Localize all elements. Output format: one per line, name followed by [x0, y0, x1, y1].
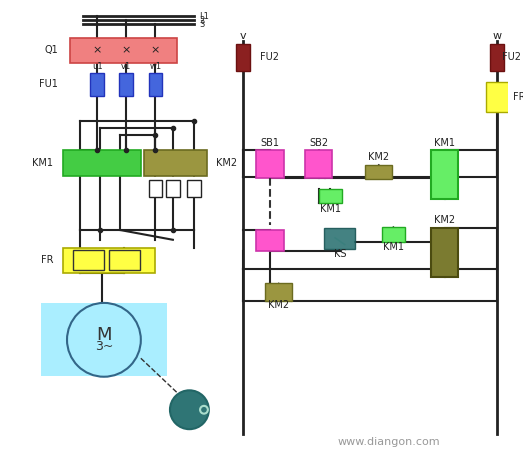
Text: L1: L1 [199, 12, 209, 21]
Bar [256, 151, 283, 178]
Bar [382, 227, 405, 242]
Bar [63, 247, 155, 273]
Bar [486, 82, 509, 112]
Text: KM2: KM2 [368, 152, 389, 162]
Bar [144, 151, 207, 176]
Text: u1: u1 [92, 62, 103, 72]
Text: FU2: FU2 [502, 52, 521, 62]
Text: v1: v1 [121, 62, 131, 72]
Bar [324, 228, 356, 250]
Text: FU2: FU2 [260, 52, 279, 62]
Text: 3~: 3~ [95, 340, 113, 353]
Text: FU1: FU1 [39, 80, 58, 89]
Bar [491, 44, 504, 71]
Bar [166, 179, 180, 197]
Bar [431, 151, 459, 199]
Text: KM2: KM2 [215, 158, 237, 168]
Bar [70, 38, 177, 63]
Bar [41, 303, 167, 376]
Text: v: v [240, 31, 246, 41]
Text: KS: KS [334, 249, 346, 259]
Text: KM1: KM1 [434, 138, 456, 148]
Bar [236, 44, 249, 71]
Text: 2: 2 [199, 16, 204, 25]
Text: ×: × [121, 46, 131, 55]
Text: 3: 3 [199, 20, 204, 29]
Text: KM2: KM2 [268, 300, 289, 310]
Bar [90, 73, 104, 96]
Bar [265, 284, 292, 301]
Text: SB2: SB2 [309, 138, 328, 148]
Text: FR: FR [41, 255, 53, 265]
Bar [119, 73, 133, 96]
Bar [73, 251, 104, 270]
Bar [256, 230, 283, 252]
Bar [305, 151, 332, 178]
Circle shape [170, 390, 209, 429]
Text: ×: × [93, 46, 102, 55]
Bar [109, 251, 140, 270]
Bar [319, 189, 342, 203]
Text: ×: × [151, 46, 160, 55]
Text: KM1: KM1 [383, 242, 404, 252]
Bar [431, 228, 459, 277]
Bar [365, 165, 392, 179]
Bar [187, 179, 201, 197]
Text: KM1: KM1 [320, 204, 340, 214]
Text: w: w [493, 31, 502, 41]
Text: www.diangon.com: www.diangon.com [337, 437, 440, 447]
Text: Q1: Q1 [44, 46, 58, 55]
Text: FR: FR [513, 92, 523, 102]
Bar [63, 151, 141, 176]
Circle shape [67, 303, 141, 377]
Text: KM1: KM1 [32, 158, 53, 168]
Bar [149, 73, 162, 96]
Bar [149, 179, 162, 197]
Text: M: M [96, 326, 112, 344]
Text: SB1: SB1 [260, 138, 279, 148]
Text: w1: w1 [150, 62, 162, 72]
Text: KM2: KM2 [434, 215, 456, 226]
